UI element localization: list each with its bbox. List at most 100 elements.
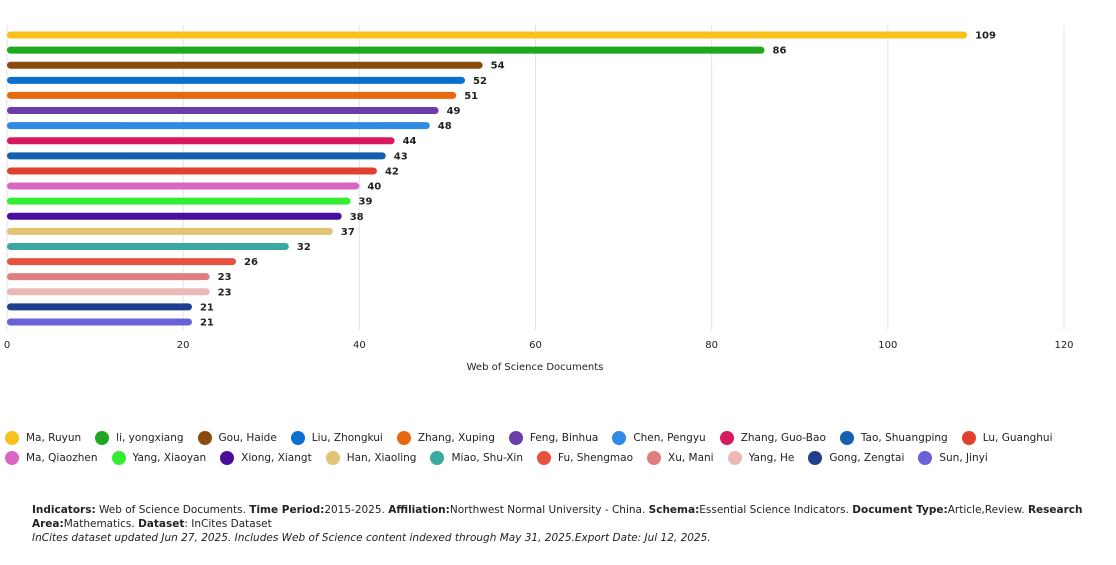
- legend-label: Chen, Pengyu: [633, 432, 706, 444]
- data-label: 39: [359, 197, 373, 208]
- data-label: 21: [200, 302, 214, 313]
- data-label: 23: [218, 287, 232, 298]
- indicator-value: 2015-2025.: [324, 504, 385, 516]
- x-axis-label: Web of Science Documents: [467, 362, 604, 373]
- data-label: 37: [341, 227, 355, 238]
- indicator-label: Affiliation:: [388, 504, 450, 516]
- legend-label: Han, Xiaoling: [346, 452, 417, 464]
- footer: Indicators: Web of Science Documents. Ti…: [32, 503, 1092, 545]
- x-tick-label: 60: [529, 340, 542, 351]
- indicator-label: Research Area:: [32, 504, 1083, 530]
- legend-label: Yang, Xiaoyan: [132, 452, 207, 464]
- legend-swatch: [508, 431, 523, 445]
- legend-swatch: [290, 431, 305, 445]
- data-label: 51: [464, 91, 478, 102]
- x-tick-label: 80: [705, 340, 718, 351]
- indicator-label: Time Period:: [249, 504, 325, 516]
- bar: [7, 167, 377, 175]
- legend-swatch: [197, 431, 212, 445]
- data-label: 21: [200, 318, 214, 329]
- data-label: 32: [297, 242, 311, 253]
- legend-swatch: [396, 431, 411, 445]
- bar: [7, 91, 457, 99]
- legend-swatch: [5, 431, 19, 445]
- legend-item: Chen, Pengyu: [612, 430, 706, 446]
- chart: Web of Science Documents 0 20 40 60 80 100 120…: [4, 25, 1074, 373]
- bar: [7, 46, 765, 54]
- footer-indicators: Indicators: Web of Science Documents. Ti…: [32, 503, 1092, 531]
- x-tick-label: 40: [353, 340, 366, 351]
- legend-swatch: [647, 451, 661, 465]
- indicator-value: Web of Science Documents.: [95, 504, 246, 516]
- legend-swatch: [961, 431, 976, 445]
- legend-label: Xiong, Xiangt: [241, 452, 312, 464]
- legend-label: Fu, Shengmao: [558, 452, 633, 464]
- indicator-label: Schema:: [648, 504, 700, 516]
- legend-label: li, yongxiang: [116, 432, 184, 444]
- bar: [7, 122, 430, 130]
- legend-swatch: [430, 451, 445, 465]
- legend-item: Gong, Zengtai: [808, 450, 904, 466]
- x-tick-label: 100: [878, 340, 897, 351]
- indicator-label: Indicators:: [32, 504, 96, 516]
- data-label: 49: [447, 106, 461, 117]
- bar: [7, 242, 289, 250]
- data-label: 54: [491, 61, 505, 72]
- indicator-value: Northwest Normal University - China.: [449, 504, 646, 516]
- legend-label: Xu, Mani: [668, 452, 714, 464]
- legend-item: Zhang, Guo-Bao: [719, 430, 826, 446]
- bar: [7, 31, 968, 39]
- indicator-value: : InCites Dataset: [184, 518, 272, 530]
- x-tick-label: 0: [4, 340, 10, 351]
- legend-swatch: [918, 451, 933, 465]
- bar: [7, 182, 360, 190]
- data-label: 48: [438, 121, 452, 132]
- bar: [7, 152, 386, 160]
- legend-label: Sun, Jinyi: [939, 452, 988, 464]
- legend-swatch: [111, 451, 126, 465]
- legend-swatch: [808, 451, 823, 465]
- legend-swatch: [612, 431, 627, 445]
- legend-label: Feng, Binhua: [529, 432, 599, 444]
- legend-item: Tao, Shuangping: [839, 430, 948, 446]
- legend-label: Gou, Haide: [218, 432, 277, 444]
- bar: [7, 212, 342, 220]
- legend-swatch: [537, 451, 552, 465]
- data-label: 38: [350, 212, 364, 223]
- data-label: 52: [473, 76, 487, 87]
- legend-item: Fu, Shengmao: [537, 450, 633, 466]
- data-label: 23: [218, 272, 232, 283]
- indicator-value: Mathematics.: [63, 518, 135, 530]
- legend-item: Zhang, Xuping: [396, 430, 495, 446]
- data-label: 26: [244, 257, 258, 268]
- legend-item: Xu, Mani: [647, 450, 714, 466]
- legend-item: li, yongxiang: [95, 430, 184, 446]
- legend-item: Liu, Zhongkui: [290, 430, 383, 446]
- legend-item: Miao, Shu-Xin: [430, 450, 523, 466]
- legend-swatch: [5, 451, 19, 465]
- legend-item: Han, Xiaoling: [325, 450, 417, 466]
- legend-swatch: [325, 451, 340, 465]
- bar: [7, 288, 210, 296]
- legend-label: Miao, Shu-Xin: [451, 452, 524, 464]
- legend-label: Lu, Guanghui: [982, 432, 1053, 444]
- data-label: 44: [403, 136, 417, 147]
- data-label: 86: [773, 46, 787, 57]
- bar: [7, 197, 351, 205]
- legend-item: Ma, Ruyun: [5, 430, 81, 446]
- x-tick-label: 120: [1054, 340, 1073, 351]
- legend-item: Feng, Binhua: [508, 430, 599, 446]
- bar: [7, 303, 192, 311]
- legend-swatch: [839, 431, 854, 445]
- legend-swatch: [719, 431, 734, 445]
- data-label: 43: [394, 151, 408, 162]
- legend-label: Liu, Zhongkui: [311, 432, 383, 444]
- bar: [7, 61, 483, 69]
- bar: [7, 227, 333, 235]
- bar: [7, 318, 192, 326]
- legend-label: Tao, Shuangping: [860, 432, 948, 444]
- indicator-label: Document Type:: [852, 504, 948, 516]
- legend: Ma, Ruyun li, yongxiang Gou, Haide Liu, Zho…: [5, 430, 1115, 466]
- indicator-value: Essential Science Indicators.: [699, 504, 849, 516]
